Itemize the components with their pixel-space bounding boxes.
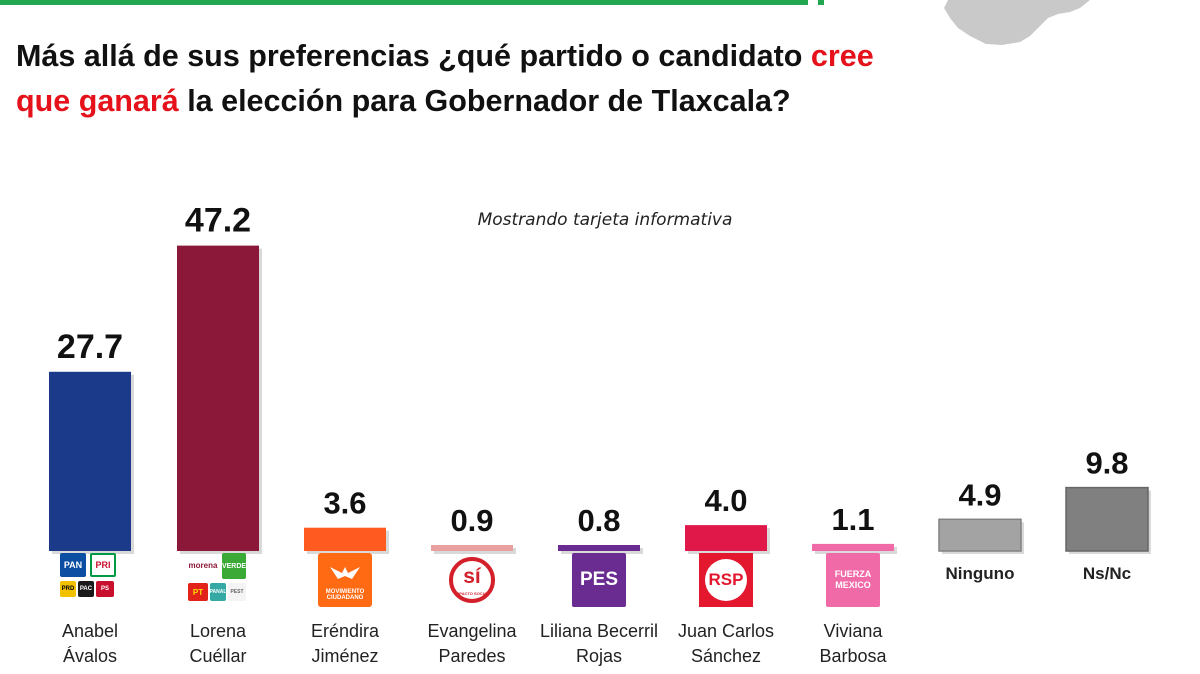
candidate-name-line-2-1: Jiménez: [311, 646, 379, 666]
bar-value-label-4: 0.8: [577, 503, 620, 538]
candidate-name-1: Lorena Cuéllar: [153, 619, 283, 669]
candidate-name-4: Liliana Becerril Rojas: [534, 619, 664, 669]
logo-fuerza-mexico: FUERZA MEXICO: [826, 553, 880, 607]
info-card-note: Mostrando tarjeta informativa: [477, 210, 733, 230]
candidate-name-line-3-0: Evangelina: [427, 621, 517, 641]
candidate-name-line-4-0: Liliana Becerril: [539, 621, 659, 641]
bar-value-label-6: 1.1: [831, 502, 874, 537]
candidate-name-6: Viviana Barbosa: [788, 619, 918, 669]
bar-6: [812, 543, 894, 551]
logo-rsp: RSP: [699, 553, 753, 607]
logo-pes: PES: [572, 553, 626, 607]
candidate-name-0: Anabel Ávalos: [25, 619, 155, 669]
title-text-before: Más allá de sus preferencias ¿qué partid…: [16, 39, 811, 73]
logo-impacto-social: sí IMPACTO SOCIAL: [445, 553, 499, 607]
bar-0: [49, 371, 131, 551]
logo-text-pes: PES: [579, 569, 619, 590]
party-mark-4: PEST: [228, 583, 246, 601]
bar-value-label-8: 9.8: [1085, 446, 1128, 481]
logo-text-mc: MOVIMIENTO CIUDADANO: [325, 589, 365, 601]
candidate-name-line-4-1: Rojas: [575, 646, 623, 666]
candidate-name-line-5-0: Juan Carlos: [677, 621, 775, 641]
bar-value-label-1: 47.2: [185, 202, 251, 240]
bar-value-label-7: 4.9: [958, 477, 1001, 512]
candidate-name-line-2-0: Eréndira: [310, 621, 380, 641]
candidate-name-line-1-0: Lorena: [189, 621, 247, 641]
rsp-circle-icon: [705, 559, 747, 601]
category-label-8: Ns/Nc: [1082, 564, 1132, 583]
bar-edge-7: [938, 518, 1022, 552]
bar-value-label-2: 3.6: [323, 486, 366, 521]
logo-coalition-morena-verde-pt: morena VERDE PT PANAL PEST: [188, 553, 250, 607]
title-text-after: la elección para Gobernador de Tlaxcala?: [178, 84, 791, 118]
bar-7: [939, 519, 1021, 551]
logo-text-fuerza: FUERZA: [834, 569, 872, 579]
bar-value-label-5: 4.0: [704, 483, 747, 518]
candidate-name-line-5-1: Sánchez: [690, 646, 762, 666]
candidate-name-5: Juan Carlos Sánchez: [661, 619, 791, 669]
party-mark-2: PT: [188, 583, 208, 601]
candidate-name-3: Evangelina Paredes: [407, 619, 537, 669]
candidate-name-line-0-1: Ávalos: [62, 646, 118, 666]
party-mark-1: VERDE: [222, 553, 246, 579]
candidate-name-line-1-1: Cuéllar: [189, 646, 247, 666]
si-ring-icon: [449, 557, 495, 603]
party-mark-0: PAN: [60, 553, 86, 577]
logo-text-si: sí: [463, 565, 481, 588]
bar-2: [304, 527, 386, 551]
party-mark-3: PAC: [78, 581, 94, 597]
eagle-icon: [330, 567, 360, 579]
candidate-name-line-3-1: Paredes: [438, 646, 506, 666]
logo-movimiento-ciudadano: MOVIMIENTO CIUDADANO: [318, 553, 372, 607]
bar-value-label-0: 27.7: [57, 328, 123, 366]
bar-1: [177, 245, 259, 551]
party-mark-4: PS: [96, 581, 114, 597]
top-accent-tick: [818, 0, 824, 5]
party-mark-3: PANAL: [210, 583, 226, 601]
bar-value-label-3: 0.9: [450, 503, 493, 538]
logo-text-rsp: RSP: [708, 570, 744, 589]
chart-title: Más allá de sus preferencias ¿qué partid…: [16, 34, 916, 124]
bar-5: [685, 525, 767, 551]
title-highlight: cree que ganará: [16, 39, 874, 118]
logo-text-impacto: IMPACTO SOCIAL: [454, 591, 490, 596]
bar-edge-8: [1065, 486, 1149, 552]
candidate-name-line-6-1: Barbosa: [819, 646, 887, 666]
party-mark-1: PRI: [90, 553, 116, 577]
candidate-name-line-6-0: Viviana: [823, 621, 883, 641]
candidate-name-line-0-0: Anabel: [61, 621, 119, 641]
bar-3: [431, 545, 513, 551]
tlaxcala-map-shape: [944, 0, 1090, 45]
candidate-name-2: Eréndira Jiménez: [280, 619, 410, 669]
bar-4: [558, 545, 640, 551]
logo-text-mexico: MEXICO: [835, 580, 871, 590]
top-accent-bar: [0, 0, 808, 5]
bar-8: [1066, 487, 1148, 551]
party-mark-0: morena: [188, 555, 218, 575]
logo-coalition-pan-pri-prd: PAN PRI PRD PAC PS: [60, 553, 122, 607]
category-label-7: Ninguno: [945, 564, 1015, 583]
party-mark-2: PRD: [60, 581, 76, 597]
